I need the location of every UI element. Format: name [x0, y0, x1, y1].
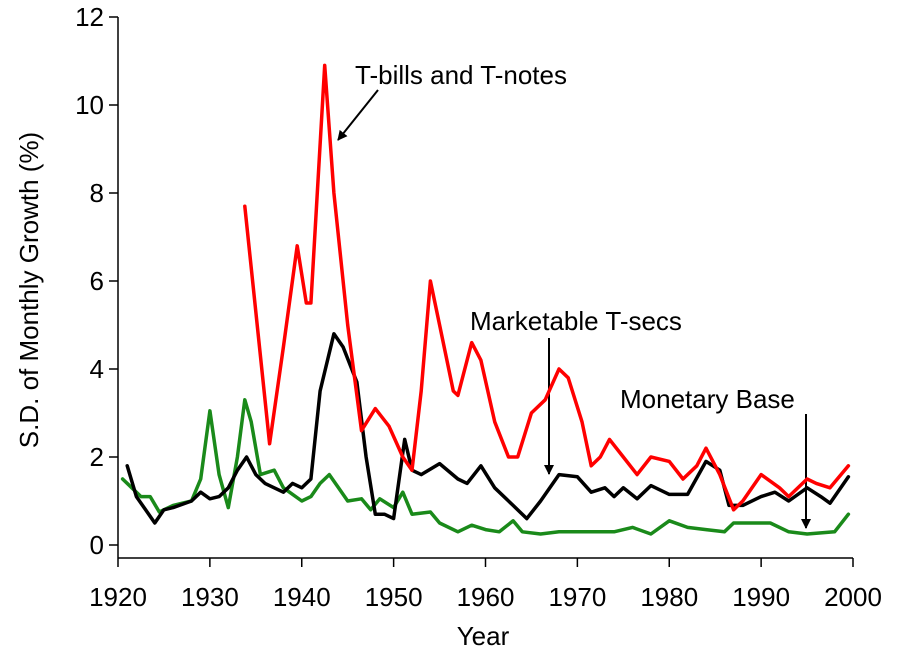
x-tick-label: 1990 [732, 582, 790, 612]
y-axis-label: S.D. of Monthly Growth (%) [14, 132, 44, 448]
annotation: T-bills and T-notes [355, 60, 567, 90]
y-tick-label: 0 [90, 530, 104, 560]
annotation: Monetary Base [620, 384, 795, 414]
x-tick-label: 2000 [824, 582, 882, 612]
y-tick-label: 4 [90, 354, 104, 384]
y-tick-label: 6 [90, 266, 104, 296]
x-tick-label: 1980 [640, 582, 698, 612]
x-tick-label: 1950 [365, 582, 423, 612]
annotation: Marketable T-secs [470, 306, 682, 336]
x-tick-label: 1930 [181, 582, 239, 612]
x-tick-label: 1960 [457, 582, 515, 612]
y-tick-label: 2 [90, 442, 104, 472]
y-tick-label: 10 [75, 90, 104, 120]
y-tick-label: 8 [90, 178, 104, 208]
x-tick-label: 1970 [548, 582, 606, 612]
series-line [125, 332, 851, 525]
x-axis-label: Year [457, 621, 510, 651]
series-line [243, 63, 851, 512]
y-tick-label: 12 [75, 2, 104, 32]
series-line [120, 398, 851, 536]
annotation-arrow [337, 89, 379, 141]
x-tick-label: 1940 [273, 582, 331, 612]
x-tick-label: 1920 [89, 582, 147, 612]
